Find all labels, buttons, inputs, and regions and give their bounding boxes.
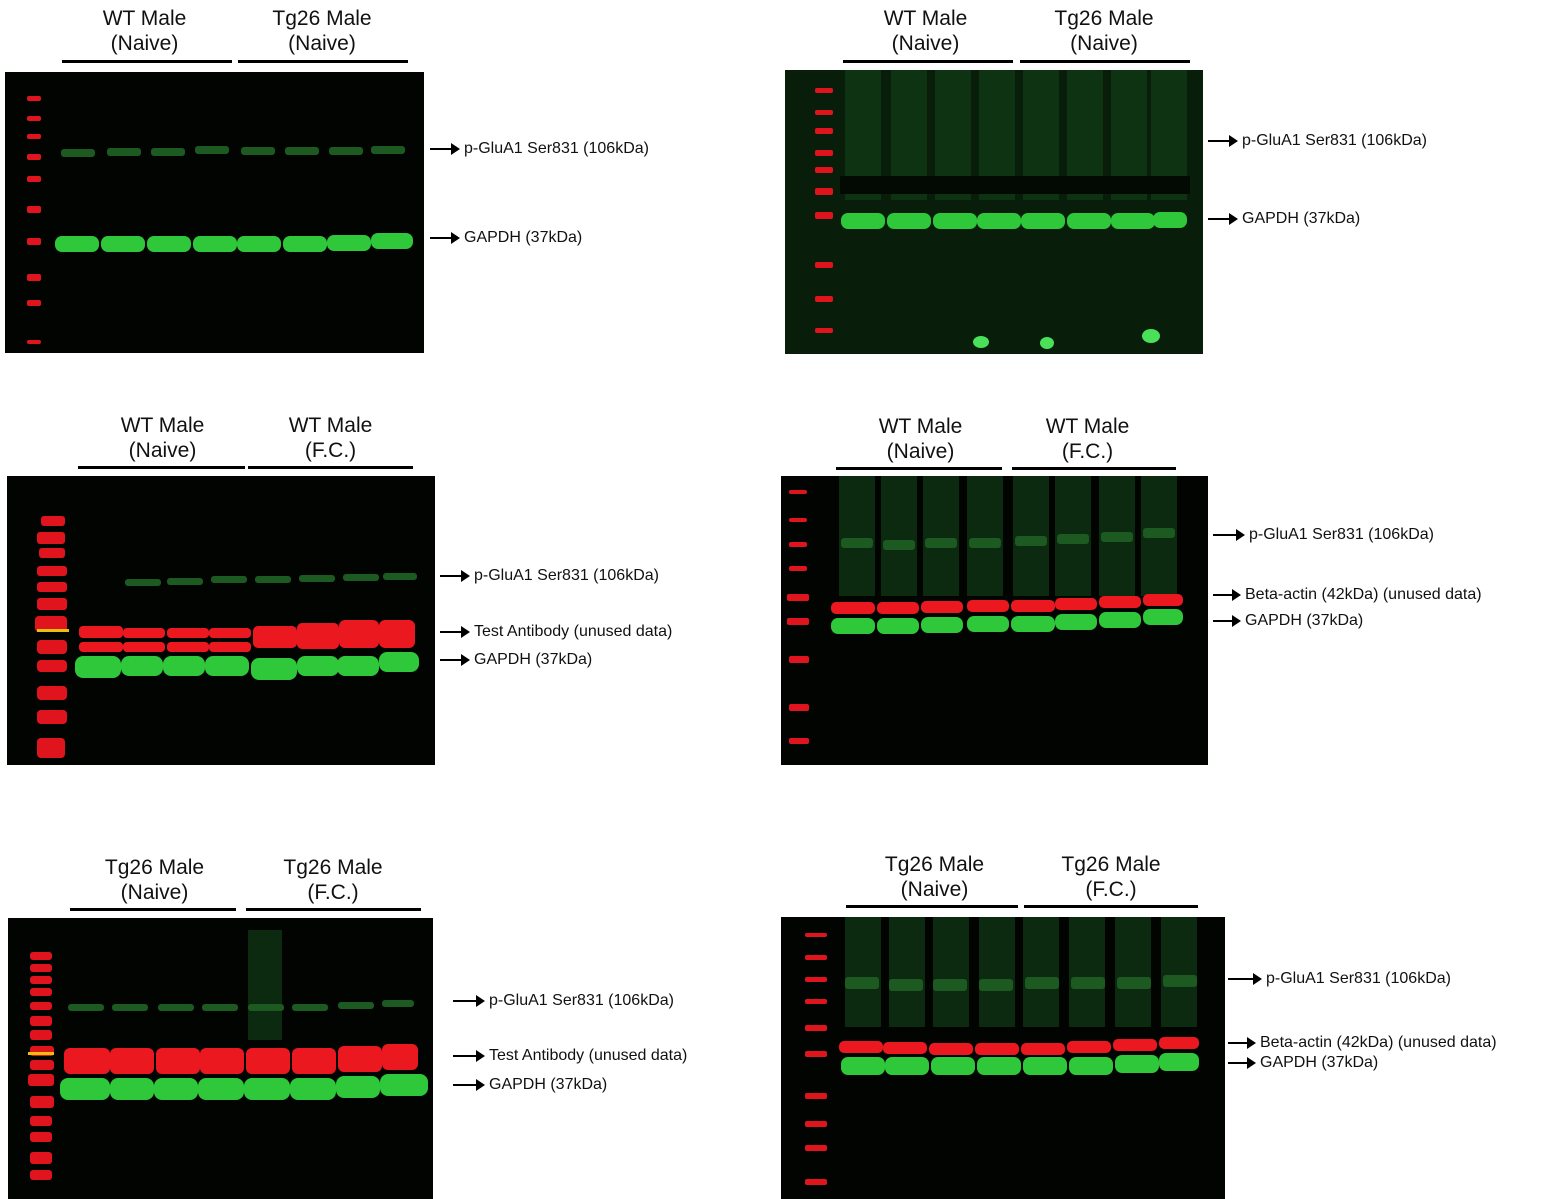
arrow-icon: [1208, 135, 1238, 147]
arrow-icon: [1228, 973, 1262, 985]
group-label-wt-naive: WT Male (Naive): [102, 7, 187, 55]
arrow-icon: [1213, 529, 1245, 541]
annotation-gapdh: GAPDH (37kDa): [1213, 612, 1363, 630]
annotation-test-antibody: Test Antibody (unused data): [453, 1047, 687, 1065]
group-underline: [846, 905, 1018, 908]
annotation-gapdh: GAPDH (37kDa): [1228, 1054, 1378, 1072]
group-underline: [1020, 60, 1190, 63]
annotation-gapdh: GAPDH (37kDa): [1208, 210, 1360, 228]
group-label-wt-fc: WT Male (F.C.): [288, 414, 373, 462]
blot-bands: [805, 917, 1199, 1185]
group-underline: [843, 60, 1013, 63]
annotation-gapdh: GAPDH (37kDa): [453, 1076, 607, 1094]
arrow-icon: [440, 626, 470, 638]
blot-bands: [815, 70, 1190, 349]
group-underline: [248, 466, 413, 469]
group-underline: [246, 908, 421, 911]
arrow-icon: [453, 1050, 485, 1062]
blot-bands: [27, 96, 413, 344]
annotation-p-glua1: p-GluA1 Ser831 (106kDa): [440, 567, 659, 585]
group-label-wt-fc: WT Male (F.C.): [1045, 415, 1130, 463]
arrow-icon: [1228, 1037, 1256, 1049]
group-label-tg26-naive: Tg26 Male (Naive): [104, 856, 205, 904]
group-label-tg26-naive: Tg26 Male (Naive): [272, 7, 372, 55]
group-underline: [62, 60, 232, 63]
annotation-beta-actin: Beta-actin (42kDa) (unused data): [1213, 586, 1482, 604]
western-blot-image: [781, 476, 1208, 765]
group-underline: [238, 60, 408, 63]
arrow-icon: [1228, 1057, 1256, 1069]
group-underline: [70, 908, 236, 911]
annotation-gapdh: GAPDH (37kDa): [440, 651, 592, 669]
annotation-p-glua1: p-GluA1 Ser831 (106kDa): [430, 140, 649, 158]
group-label-wt-naive: WT Male (Naive): [878, 415, 963, 463]
western-blot-image: [8, 918, 433, 1199]
western-blot-image: [5, 72, 424, 353]
group-underline: [1024, 905, 1198, 908]
annotation-p-glua1: p-GluA1 Ser831 (106kDa): [1213, 526, 1434, 544]
group-label-tg26-fc: Tg26 Male (F.C.): [283, 856, 383, 904]
blot-bands: [787, 476, 1183, 744]
annotation-gapdh: GAPDH (37kDa): [430, 229, 582, 247]
annotation-beta-actin: Beta-actin (42kDa) (unused data): [1228, 1034, 1497, 1052]
annotation-p-glua1: p-GluA1 Ser831 (106kDa): [1208, 132, 1427, 150]
group-label-tg26-naive: Tg26 Male (Naive): [884, 853, 985, 901]
western-blot-image: [785, 70, 1203, 354]
arrow-icon: [453, 995, 485, 1007]
arrow-icon: [440, 654, 470, 666]
group-label-tg26-naive: Tg26 Male (Naive): [1054, 7, 1154, 55]
annotation-p-glua1: p-GluA1 Ser831 (106kDa): [1228, 970, 1451, 988]
group-underline: [836, 467, 1002, 470]
arrow-icon: [440, 570, 470, 582]
arrow-icon: [1213, 615, 1241, 627]
blot-bands: [28, 930, 428, 1180]
annotation-p-glua1: p-GluA1 Ser831 (106kDa): [453, 992, 674, 1010]
arrow-icon: [453, 1079, 485, 1091]
group-underline: [1012, 467, 1176, 470]
blot-bands: [35, 516, 419, 758]
group-label-tg26-fc: Tg26 Male (F.C.): [1061, 853, 1161, 901]
annotation-test-antibody: Test Antibody (unused data): [440, 623, 672, 641]
arrow-icon: [430, 232, 460, 244]
group-label-wt-naive: WT Male (Naive): [120, 414, 205, 462]
western-blot-image: [7, 476, 435, 765]
group-label-wt-naive: WT Male (Naive): [883, 7, 968, 55]
arrow-icon: [430, 143, 460, 155]
western-blot-image: [781, 917, 1225, 1199]
arrow-icon: [1213, 589, 1241, 601]
group-underline: [78, 466, 245, 469]
arrow-icon: [1208, 213, 1238, 225]
